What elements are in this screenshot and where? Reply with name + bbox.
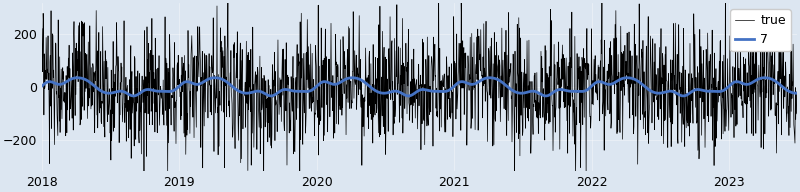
- Legend: true, 7: true, 7: [730, 9, 791, 51]
- Line: 7: 7: [42, 78, 797, 96]
- Line: true: true: [42, 0, 797, 189]
